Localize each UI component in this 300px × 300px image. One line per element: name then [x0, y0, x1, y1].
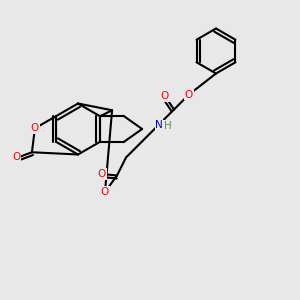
Text: O: O	[31, 123, 39, 133]
Text: N: N	[155, 119, 163, 130]
Text: O: O	[98, 169, 106, 179]
Text: O: O	[161, 91, 169, 101]
Text: O: O	[185, 89, 193, 100]
Text: O: O	[101, 187, 109, 197]
Text: O: O	[12, 152, 20, 162]
Text: H: H	[164, 121, 171, 131]
